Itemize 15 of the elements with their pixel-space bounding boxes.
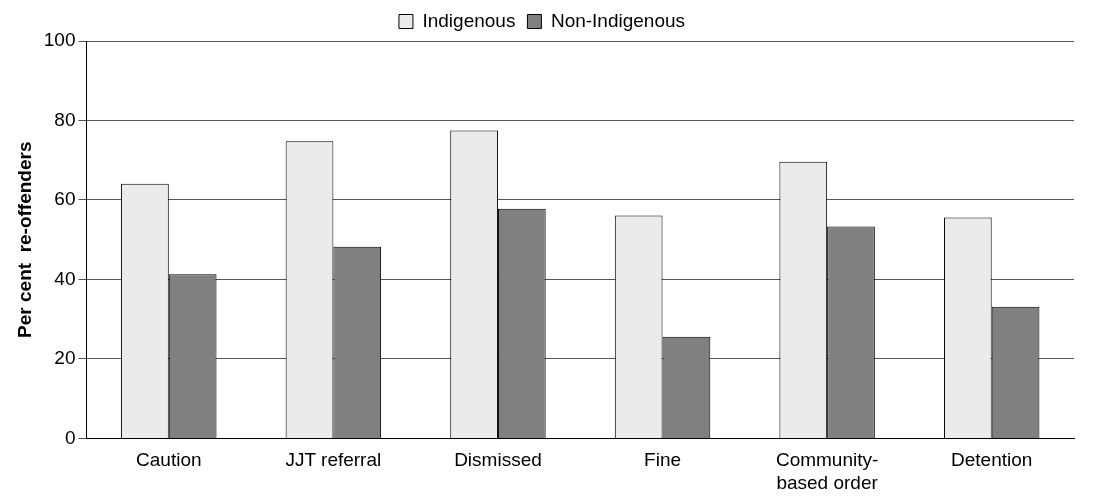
x-tick-label: Caution bbox=[136, 449, 202, 471]
y-tick-label: 0 bbox=[64, 426, 76, 448]
x-tick-label: Detention bbox=[951, 449, 1033, 471]
y-tick-label: 20 bbox=[54, 347, 76, 369]
x-tick-label: Community-based order bbox=[775, 449, 879, 493]
x-tick-label: Dismissed bbox=[454, 449, 542, 471]
y-tick-label: 60 bbox=[54, 188, 76, 210]
x-tick-label: JJT referral bbox=[285, 449, 382, 471]
y-tick-label: 40 bbox=[54, 267, 76, 289]
legend-label: Indigenous bbox=[422, 9, 516, 31]
x-tick-label: Fine bbox=[644, 449, 682, 471]
y-tick-label: 100 bbox=[43, 29, 76, 51]
legend-label: Non-Indigenous bbox=[550, 9, 686, 31]
y-axis-title: Per cent re-offenders bbox=[13, 141, 35, 338]
y-tick-label: 80 bbox=[54, 108, 76, 130]
